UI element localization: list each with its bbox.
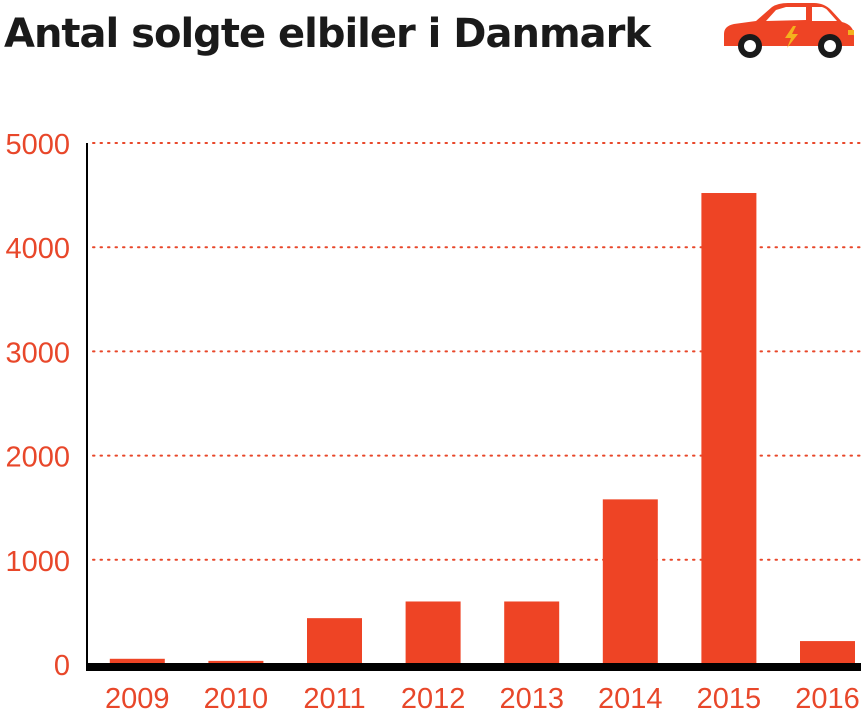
- x-tick-label: 2013: [499, 683, 564, 715]
- axes: [86, 143, 861, 671]
- electric-car-icon: [724, 3, 854, 58]
- y-tick-labels: 0 1000 2000 3000 4000 5000: [5, 129, 70, 682]
- bar-2012: [405, 601, 461, 664]
- y-tick-label: 3000: [5, 337, 70, 369]
- bar-2015: [701, 193, 757, 665]
- x-tick-labels: 2009 2010 2011 2012 2013 2014 2015 2016: [105, 683, 860, 715]
- bar-2013: [504, 601, 560, 664]
- y-tick-label: 4000: [5, 233, 70, 265]
- bar-2011: [307, 618, 362, 664]
- bars: [109, 193, 855, 665]
- bar-2014: [602, 499, 658, 664]
- y-tick-label: 5000: [5, 129, 70, 161]
- x-tick-label: 2011: [303, 683, 365, 715]
- x-axis: [86, 663, 861, 671]
- x-tick-label: 2016: [795, 683, 860, 715]
- y-tick-label: 0: [54, 650, 70, 682]
- bar-2009: [109, 658, 165, 664]
- x-tick-label: 2009: [105, 683, 170, 715]
- y-tick-label: 2000: [5, 442, 70, 474]
- bar-2010: [208, 660, 264, 664]
- x-tick-label: 2012: [401, 683, 466, 715]
- x-tick-label: 2014: [598, 683, 663, 715]
- x-tick-label: 2015: [697, 683, 762, 715]
- x-tick-label: 2010: [204, 683, 269, 715]
- chart-title: Antal solgte elbiler i Danmark: [4, 11, 651, 57]
- y-tick-label: 1000: [5, 546, 70, 578]
- bar-2016: [800, 641, 855, 664]
